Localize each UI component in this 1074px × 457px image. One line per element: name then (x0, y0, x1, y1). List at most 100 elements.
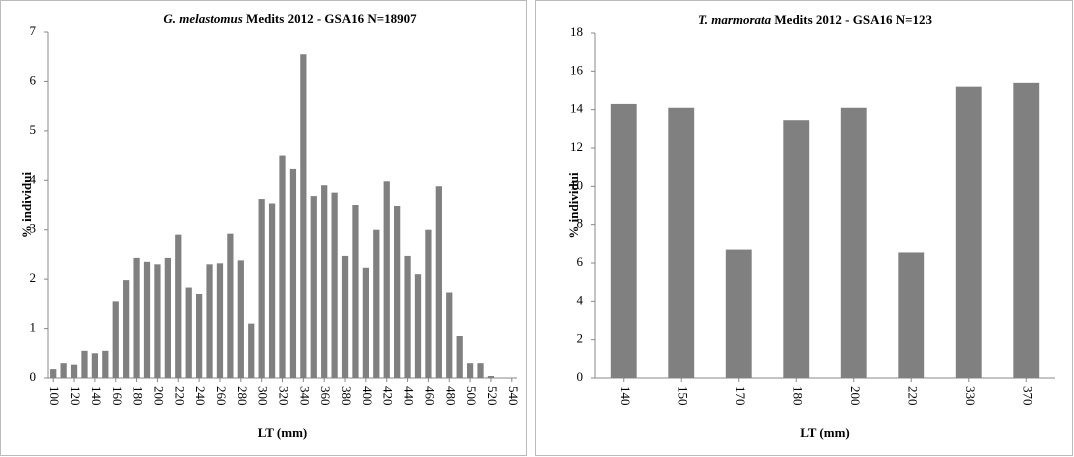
bar (783, 120, 810, 378)
bar (185, 287, 192, 378)
bar (143, 261, 151, 378)
x-tick-label: 140 (89, 386, 104, 406)
bar (362, 267, 370, 378)
x-tick-label: 260 (214, 386, 229, 406)
bar (91, 353, 99, 378)
title-italic: G. melastomus (163, 11, 242, 26)
x-tick-label: 200 (151, 386, 166, 406)
bar (133, 257, 140, 378)
x-tick-label: 200 (848, 386, 863, 406)
bar (175, 234, 182, 378)
x-tick-label: 420 (381, 386, 396, 406)
y-tick-label: 0 (30, 369, 37, 384)
y-tick-label: 14 (570, 101, 584, 116)
x-tick-label: 330 (963, 386, 978, 406)
y-tick-label: 4 (577, 292, 584, 307)
x-tick-label: 280 (235, 386, 250, 406)
chart-title: T. marmorata Medits 2012 - GSA16 N=123 (698, 12, 933, 27)
x-tick-label: 220 (172, 386, 187, 406)
x-tick-label: 180 (131, 386, 146, 406)
x-tick-label: 300 (256, 386, 271, 406)
x-tick-label: 120 (68, 386, 83, 406)
panel (535, 0, 1073, 456)
bar (840, 107, 867, 378)
y-tick-label: 2 (30, 270, 37, 285)
y-tick-label: 4 (30, 171, 37, 186)
bar (279, 155, 286, 378)
x-tick-label: 220 (905, 386, 920, 406)
y-tick-label: 6 (30, 72, 37, 87)
bar (955, 86, 982, 379)
x-tick-label: 500 (464, 386, 479, 406)
x-axis-label: LT (mm) (800, 425, 849, 440)
y-tick-label: 7 (30, 23, 37, 38)
bar (466, 363, 474, 378)
bar (154, 264, 161, 378)
bar (456, 335, 463, 378)
bar (60, 363, 67, 378)
x-tick-label: 460 (422, 386, 437, 406)
bar (1013, 82, 1040, 378)
bar (394, 205, 401, 378)
bar (435, 186, 442, 378)
bar (725, 249, 752, 378)
y-tick-label: 2 (577, 331, 584, 346)
bar (610, 103, 637, 379)
bar (70, 364, 78, 378)
x-tick-label: 160 (110, 386, 125, 406)
x-tick-label: 520 (485, 386, 500, 406)
bar (112, 301, 119, 378)
x-tick-label: 360 (318, 386, 333, 406)
bar (331, 192, 338, 378)
x-tick-label: 440 (402, 386, 417, 406)
x-tick-label: 240 (193, 386, 208, 406)
y-tick-label: 12 (570, 139, 583, 154)
y-tick-label: 8 (577, 216, 584, 231)
bar (300, 54, 307, 378)
x-tick-label: 140 (618, 386, 633, 406)
x-tick-label: 180 (790, 386, 805, 406)
bar (195, 293, 203, 378)
x-tick-label: 370 (1020, 386, 1035, 406)
x-tick-label: 100 (47, 386, 62, 406)
x-axis-label: LT (mm) (258, 425, 307, 440)
bar (102, 350, 109, 378)
bar (404, 255, 411, 378)
chart-title: G. melastomus Medits 2012 - GSA16 N=1890… (163, 11, 417, 26)
y-tick-label: 5 (30, 122, 37, 137)
bar (206, 264, 213, 378)
bar (268, 203, 276, 378)
title-italic: T. marmorata (698, 12, 772, 27)
x-tick-label: 340 (297, 386, 312, 406)
bar (414, 274, 422, 378)
y-tick-label: 6 (577, 254, 584, 269)
bar (289, 168, 297, 378)
y-tick-label: 16 (570, 62, 584, 77)
bar (237, 260, 244, 378)
bar (487, 376, 495, 378)
bar (227, 233, 234, 378)
bar (310, 196, 317, 378)
x-tick-label: 150 (675, 386, 690, 406)
bar (50, 369, 57, 378)
bar (216, 263, 224, 378)
bar (123, 280, 130, 378)
y-tick-label: 18 (570, 24, 583, 39)
bar (668, 107, 695, 378)
y-axis-label: % individui (566, 172, 581, 239)
panel (0, 0, 527, 456)
y-axis-label: % individui (19, 172, 34, 239)
title-rest: Medits 2012 - GSA16 N=123 (771, 12, 932, 27)
x-tick-label: 540 (506, 386, 521, 406)
bar (477, 363, 484, 378)
bar (425, 229, 432, 378)
y-tick-label: 10 (570, 177, 583, 192)
x-tick-label: 380 (339, 386, 354, 406)
bar (341, 255, 349, 378)
y-tick-label: 0 (577, 369, 584, 384)
bar (898, 252, 925, 378)
x-tick-label: 320 (277, 386, 292, 406)
x-tick-label: 480 (443, 386, 458, 406)
